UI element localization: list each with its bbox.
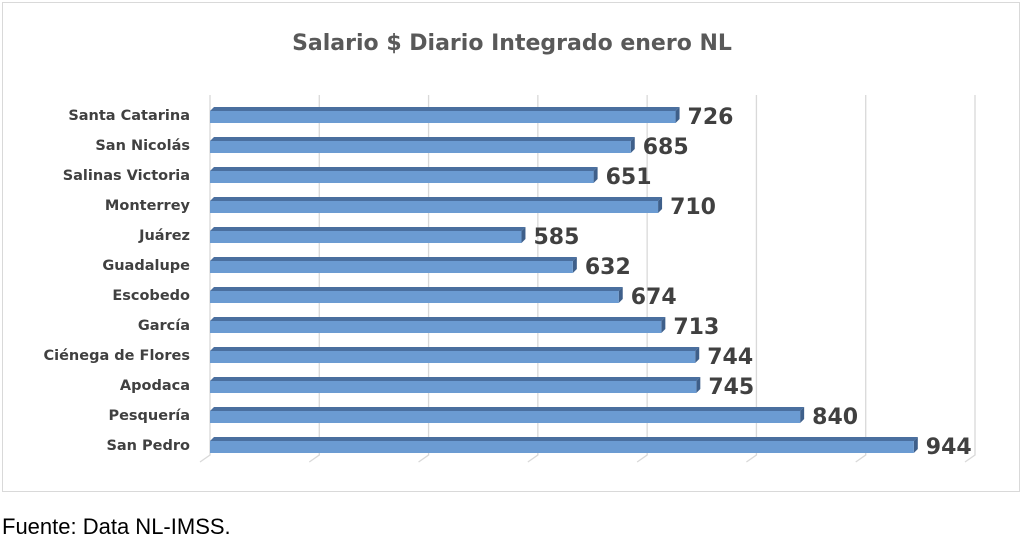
bar-top <box>210 227 526 231</box>
bar <box>210 381 697 393</box>
category-label: Monterrey <box>105 198 191 214</box>
bar <box>210 441 914 453</box>
gridline <box>527 95 539 463</box>
gridline <box>855 95 867 463</box>
category-label: Santa Catarina <box>68 108 190 124</box>
bar-side <box>675 107 680 123</box>
value-label: 710 <box>670 195 716 220</box>
bar-side <box>618 287 623 303</box>
gridline <box>199 95 211 463</box>
category-label: Pesquería <box>108 408 190 424</box>
value-label: 944 <box>926 435 972 460</box>
bar-top <box>210 137 635 141</box>
bar <box>210 201 659 213</box>
bar-top <box>210 407 805 411</box>
value-label: 713 <box>673 315 719 340</box>
value-label: 651 <box>606 165 652 190</box>
labels: Santa Catarina 726 San Nicolás 685 Salinas V… <box>43 105 971 460</box>
category-label: Salinas Victoria <box>63 168 190 184</box>
category-label: Guadalupe <box>102 258 190 274</box>
category-label: San Pedro <box>106 438 190 454</box>
value-label: 840 <box>812 405 858 430</box>
bar <box>210 351 696 363</box>
bar <box>210 111 676 123</box>
bar <box>210 321 662 333</box>
bar-side <box>521 227 526 243</box>
bar-side <box>658 197 663 213</box>
value-label: 632 <box>585 255 631 280</box>
bar <box>210 171 594 183</box>
bar <box>210 291 619 303</box>
gridline <box>964 95 976 463</box>
bar-side <box>572 257 577 273</box>
bar-top <box>210 257 577 261</box>
category-label: Juárez <box>138 228 190 244</box>
category-label: García <box>138 318 190 334</box>
bar-top <box>210 437 918 441</box>
bar-top <box>210 377 701 381</box>
category-label: Ciénega de Flores <box>43 348 190 364</box>
bars <box>210 107 918 453</box>
bar-side <box>696 377 701 393</box>
bar-top <box>210 197 663 201</box>
bar-top <box>210 317 666 321</box>
gridline <box>636 95 648 463</box>
source-note: Fuente: Data NL-IMSS. <box>2 514 231 539</box>
gridline <box>746 95 758 463</box>
value-label: 674 <box>631 285 677 310</box>
value-label: 585 <box>533 225 579 250</box>
gridlines <box>199 95 976 463</box>
bar-side <box>695 347 700 363</box>
bar-top <box>210 167 598 171</box>
value-label: 685 <box>643 135 689 160</box>
bar-top <box>210 347 700 351</box>
bar-side <box>593 167 598 183</box>
category-label: Apodaca <box>120 378 190 394</box>
value-label: 744 <box>707 345 753 370</box>
chart-title: Salario $ Diario Integrado enero NL <box>292 31 732 56</box>
gridline <box>418 95 430 463</box>
bar <box>210 411 801 423</box>
bar-side <box>913 437 918 453</box>
bar <box>210 141 631 153</box>
bar <box>210 231 522 243</box>
bar-side <box>800 407 805 423</box>
category-label: San Nicolás <box>95 138 190 154</box>
value-label: 745 <box>708 375 754 400</box>
bar-side <box>630 137 635 153</box>
bar-top <box>210 287 623 291</box>
bar-side <box>661 317 666 333</box>
category-label: Escobedo <box>112 288 190 304</box>
bar <box>210 261 573 273</box>
gridline <box>308 95 320 463</box>
bar-top <box>210 107 680 111</box>
value-label: 726 <box>688 105 734 130</box>
